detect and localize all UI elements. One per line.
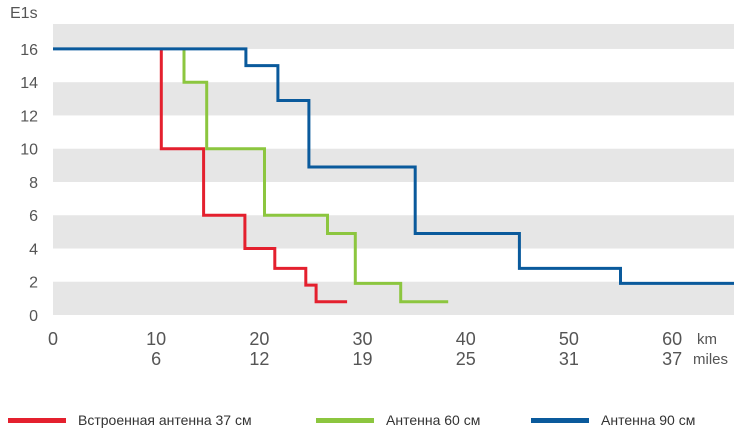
y-tick-label: 8 [29,175,38,192]
x-tick-label-km: 30 [353,329,373,349]
legend-swatch [8,418,66,423]
legend-label: Встроенная антенна 37 см [78,412,252,428]
legend-label: Антенна 90 см [601,412,695,428]
legend-swatch [531,418,589,423]
x-tick-label-miles: 6 [151,349,161,369]
legend: Встроенная антенна 37 см Антенна 60 см Ант… [8,412,695,428]
grid-band [53,24,734,49]
x-tick-label-miles: 31 [559,349,579,369]
grid-bands [53,24,734,315]
x-unit-km: km [697,331,717,348]
x-tick-label-miles: 37 [662,349,682,369]
y-tick-label: 16 [20,42,38,59]
x-tick-label-km: 50 [559,329,579,349]
legend-swatch [316,418,374,423]
x-unit-miles: miles [693,351,728,368]
x-tick-label-km: 60 [662,329,682,349]
grid-band [53,281,734,315]
y-tick-label: 14 [20,75,38,92]
series-line-2 [182,48,449,304]
x-tick-label-km: 40 [456,329,476,349]
legend-label: Антенна 60 см [386,412,480,428]
x-tick-label-miles: 19 [353,349,373,369]
series-line-3 [53,47,734,285]
y-tick-label: 6 [29,208,38,225]
y-tick-label: 2 [29,275,38,292]
x-tick-label-km: 20 [249,329,269,349]
series-lines [53,47,734,304]
y-tick-label: 10 [20,142,38,159]
y-axis-ticks: 0 2 4 6 8 10 12 14 16 [20,42,38,325]
x-tick-label-miles: 12 [249,349,269,369]
y-axis-label: E1s [10,5,38,22]
grid-band [53,82,734,116]
series-line-1 [159,48,348,304]
y-tick-label: 0 [29,308,38,325]
grid-band [53,148,734,182]
grid-band [53,215,734,249]
x-tick-label-km: 10 [146,329,166,349]
x-tick-label-km: 0 [48,329,58,349]
y-tick-label: 12 [20,108,38,125]
x-tick-label-miles: 25 [456,349,476,369]
y-tick-label: 4 [29,241,38,258]
